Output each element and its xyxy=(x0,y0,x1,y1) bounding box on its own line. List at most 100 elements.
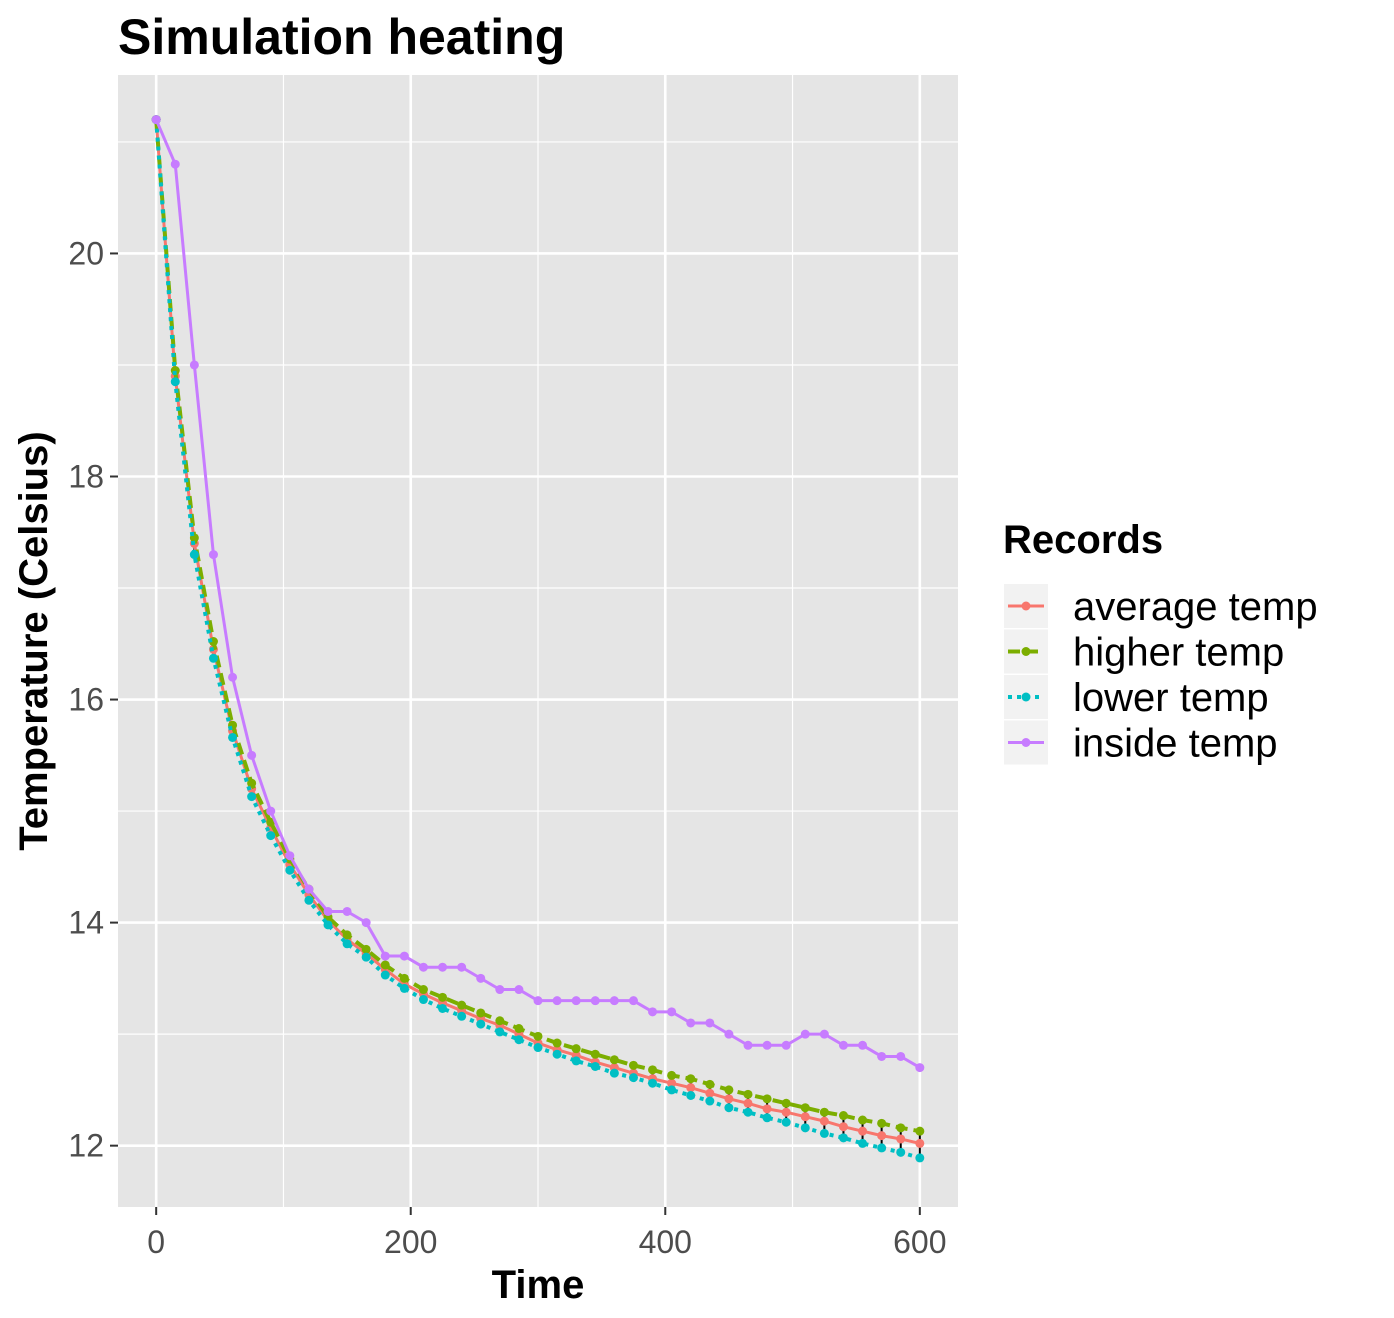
data-point-lower xyxy=(170,377,180,387)
x-tick-label: 400 xyxy=(639,1224,692,1260)
data-point-inside xyxy=(609,996,619,1006)
data-point-inside xyxy=(533,996,543,1006)
data-point-inside xyxy=(476,973,486,983)
data-point-higher xyxy=(743,1089,753,1099)
data-point-inside xyxy=(495,985,505,995)
data-point-higher xyxy=(800,1103,810,1113)
data-point-higher xyxy=(781,1098,791,1108)
data-point-inside xyxy=(667,1007,677,1017)
data-point-average xyxy=(762,1104,772,1114)
data-point-inside xyxy=(247,750,257,760)
data-point-inside xyxy=(877,1051,887,1061)
data-point-lower xyxy=(686,1090,696,1100)
y-axis-title: Temperature (Celsius) xyxy=(12,431,56,850)
data-point-higher xyxy=(361,944,371,954)
data-point-average xyxy=(667,1078,677,1088)
data-point-lower xyxy=(915,1153,925,1163)
legend-label: average temp xyxy=(1073,585,1318,629)
data-point-inside xyxy=(323,906,333,916)
data-point-inside xyxy=(457,962,467,972)
data-point-lower xyxy=(266,831,276,841)
legend-key-point xyxy=(1021,647,1031,656)
data-point-higher xyxy=(819,1107,829,1117)
chart-title: Simulation heating xyxy=(118,9,565,65)
y-tick-label: 14 xyxy=(68,905,104,941)
x-tick-label: 600 xyxy=(893,1224,946,1260)
data-point-higher xyxy=(571,1044,581,1054)
data-point-inside xyxy=(724,1029,734,1039)
data-point-lower xyxy=(323,920,333,930)
data-point-inside xyxy=(648,1007,658,1017)
data-point-inside xyxy=(399,951,409,961)
series-higher xyxy=(151,115,925,1136)
data-point-higher xyxy=(247,778,257,788)
legend-key-point xyxy=(1021,601,1031,611)
data-point-inside xyxy=(743,1040,753,1050)
data-point-inside xyxy=(361,918,371,928)
data-point-average xyxy=(686,1083,696,1093)
data-point-lower xyxy=(667,1085,677,1095)
data-point-average xyxy=(858,1126,868,1136)
data-point-lower xyxy=(648,1078,658,1088)
data-point-inside xyxy=(800,1029,810,1039)
data-point-lower xyxy=(495,1027,505,1037)
data-point-average xyxy=(877,1131,887,1141)
data-point-lower xyxy=(380,970,390,980)
data-point-inside xyxy=(514,985,524,995)
data-point-higher xyxy=(915,1126,925,1136)
data-point-lower xyxy=(342,939,352,949)
y-tick-label: 12 xyxy=(68,1128,104,1164)
data-point-higher xyxy=(896,1123,906,1133)
legend-label: inside temp xyxy=(1073,722,1278,766)
data-point-lower xyxy=(247,792,257,802)
data-point-inside xyxy=(380,951,390,961)
data-point-higher xyxy=(514,1024,524,1034)
data-series xyxy=(151,115,925,1163)
series-inside xyxy=(151,115,925,1073)
data-point-inside xyxy=(590,996,600,1006)
minor-gridlines xyxy=(118,75,958,1207)
data-point-lower xyxy=(858,1138,868,1148)
data-point-higher xyxy=(380,960,390,970)
major-gridlines xyxy=(118,75,958,1207)
data-point-average xyxy=(705,1088,715,1098)
data-point-higher xyxy=(628,1060,638,1070)
data-point-lower xyxy=(838,1133,848,1143)
data-point-lower xyxy=(571,1056,581,1066)
data-point-inside xyxy=(170,159,180,169)
data-point-lower xyxy=(781,1117,791,1127)
data-point-lower xyxy=(418,995,428,1005)
data-point-lower xyxy=(533,1043,543,1053)
data-point-inside xyxy=(228,672,238,682)
data-point-higher xyxy=(418,985,428,995)
data-point-lower xyxy=(819,1128,829,1138)
data-point-lower xyxy=(304,895,314,905)
x-tick-label: 0 xyxy=(147,1224,165,1260)
data-point-higher xyxy=(552,1038,562,1048)
data-point-higher xyxy=(648,1065,658,1075)
data-point-average xyxy=(896,1134,906,1144)
x-axis-ticks: 0 200 400 600 xyxy=(147,1207,947,1260)
data-point-higher xyxy=(495,1016,505,1026)
data-point-lower xyxy=(361,952,371,962)
data-point-average xyxy=(915,1138,925,1148)
legend-key-point xyxy=(1021,692,1031,702)
x-tick-label: 200 xyxy=(384,1224,437,1260)
data-point-inside xyxy=(819,1029,829,1039)
data-point-lower xyxy=(743,1107,753,1117)
data-point-average xyxy=(724,1094,734,1104)
data-point-higher xyxy=(667,1070,677,1080)
data-point-inside xyxy=(189,360,199,370)
data-point-higher xyxy=(438,992,448,1002)
data-point-inside xyxy=(762,1040,772,1050)
series-lower xyxy=(151,115,925,1163)
data-point-lower xyxy=(285,865,295,875)
legend-item-lower: lower temp xyxy=(1004,675,1269,720)
data-point-inside xyxy=(686,1018,696,1028)
data-point-higher xyxy=(877,1118,887,1128)
data-point-inside xyxy=(858,1040,868,1050)
data-point-inside xyxy=(552,996,562,1006)
data-point-higher xyxy=(476,1008,486,1018)
